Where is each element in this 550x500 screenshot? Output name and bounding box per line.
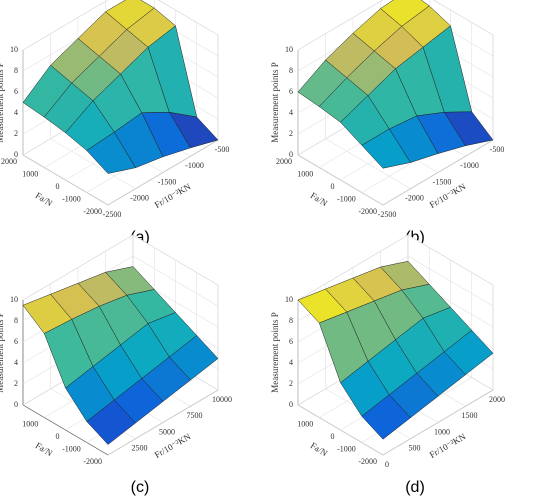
y-tick-label: -2000 <box>83 207 102 216</box>
y-tick-label: 1000 <box>22 169 38 178</box>
z-tick-label: 4 <box>14 358 18 367</box>
y-tick-label: 1000 <box>297 419 313 428</box>
panel: 0246810-2500-2000-1500-1000-500-2000-100… <box>270 0 504 246</box>
y-tick-label: -1000 <box>337 444 356 453</box>
z-tick-label: 6 <box>14 337 18 346</box>
x-tick-label: -1500 <box>158 177 177 186</box>
y-axis-label: Fa/N <box>309 190 330 208</box>
y-tick-label: -2000 <box>358 457 377 466</box>
grid-line <box>297 0 494 51</box>
grid-line <box>107 285 219 456</box>
surface-patch <box>86 131 136 174</box>
z-tick-label: 8 <box>289 316 293 325</box>
grid-line <box>382 285 494 456</box>
z-axis-label: Measurement points P <box>0 62 5 143</box>
x-tick-label: -500 <box>215 145 230 154</box>
z-tick-label: 6 <box>14 87 18 96</box>
x-tick-label: -1000 <box>460 161 479 170</box>
z-tick-label: 10 <box>10 45 18 54</box>
y-tick-label: 0 <box>56 182 60 191</box>
z-tick-label: 4 <box>289 108 293 117</box>
z-tick-label: 0 <box>14 150 18 159</box>
x-tick-label: 7500 <box>187 411 203 420</box>
x-tick-label: 500 <box>409 444 421 453</box>
x-tick-label: 1500 <box>462 411 478 420</box>
surface-patch <box>86 399 136 445</box>
z-tick-label: 0 <box>289 400 293 409</box>
z-tick-label: 6 <box>289 87 293 96</box>
y-axis-label: Fa/N <box>309 440 330 458</box>
z-tick-label: 0 <box>14 400 18 409</box>
y-tick-label: 1000 <box>297 169 313 178</box>
x-tick-label: 2000 <box>489 395 505 404</box>
z-tick-label: 8 <box>289 66 293 75</box>
z-tick-label: 2 <box>289 379 293 388</box>
x-tick-label: 0 <box>385 460 389 469</box>
panel: 024681025005000750010000-2000-100001000M… <box>0 234 232 496</box>
z-tick-label: 8 <box>14 316 18 325</box>
y-tick-label: 2000 <box>1 157 17 166</box>
z-tick-label: 10 <box>285 45 293 54</box>
z-axis-label: Measurement points P <box>270 62 280 143</box>
x-tick-label: 5000 <box>159 427 175 436</box>
z-tick-label: 6 <box>289 337 293 346</box>
panel: 02468100500100015002000-2000-100001000Me… <box>270 234 505 496</box>
z-tick-label: 8 <box>14 66 18 75</box>
z-axis-label: Measurement points P <box>270 312 280 393</box>
x-tick-label: -1500 <box>433 177 452 186</box>
grid-line <box>22 0 219 51</box>
x-tick-label: -2000 <box>405 194 424 203</box>
panel-label: (d) <box>405 479 425 496</box>
z-tick-label: 0 <box>289 150 293 159</box>
z-tick-label: 2 <box>14 129 18 138</box>
y-tick-label: 2000 <box>276 157 292 166</box>
y-tick-label: -2000 <box>83 457 102 466</box>
z-tick-label: 2 <box>14 379 18 388</box>
y-tick-label: -1000 <box>337 194 356 203</box>
x-tick-label: 10000 <box>212 395 232 404</box>
z-tick-label: 4 <box>14 108 18 117</box>
surface-patch <box>361 394 411 440</box>
z-tick-label: 10 <box>10 295 18 304</box>
y-tick-label: -1000 <box>62 194 81 203</box>
panel: 0246810-2500-2000-1500-1000-500-2000-100… <box>0 0 229 246</box>
z-axis-label: Measurement points P <box>0 312 5 393</box>
y-tick-label: -2000 <box>358 207 377 216</box>
y-tick-label: 0 <box>331 432 335 441</box>
x-tick-label: -1000 <box>185 161 204 170</box>
y-tick-label: -1000 <box>62 444 81 453</box>
x-tick-label: -500 <box>490 145 505 154</box>
x-tick-label: 1000 <box>434 427 450 436</box>
y-axis-label: Fa/N <box>34 190 55 208</box>
y-axis-label: Fa/N <box>34 440 55 458</box>
panel-label: (c) <box>131 479 150 496</box>
z-tick-label: 10 <box>285 295 293 304</box>
z-tick-label: 4 <box>289 358 293 367</box>
x-tick-label: -2500 <box>378 210 397 219</box>
surface-patch <box>361 128 411 169</box>
grid-line <box>297 300 384 456</box>
z-tick-label: 2 <box>289 129 293 138</box>
x-tick-label: -2000 <box>130 194 149 203</box>
y-tick-label: 0 <box>56 432 60 441</box>
y-tick-label: 1000 <box>22 419 38 428</box>
x-tick-label: -2500 <box>103 210 122 219</box>
y-tick-label: 0 <box>331 182 335 191</box>
x-tick-label: 2500 <box>132 444 148 453</box>
